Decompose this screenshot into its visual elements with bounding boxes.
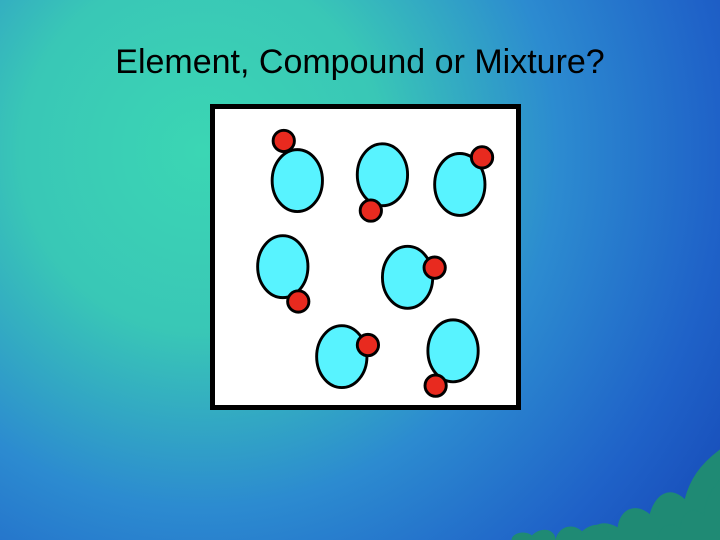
slide-title: Element, Compound or Mixture? — [0, 43, 720, 82]
leaf-shape — [556, 525, 610, 540]
small-atom — [471, 147, 492, 168]
big-atom — [357, 144, 407, 206]
leaf-shape — [512, 530, 555, 540]
big-atom — [258, 236, 308, 298]
big-atom — [382, 246, 432, 308]
leaf-decor — [460, 410, 720, 540]
big-atom — [272, 150, 322, 212]
molecule-diagram — [210, 104, 521, 410]
small-atom — [288, 291, 309, 312]
small-atom — [424, 257, 445, 278]
big-atom — [317, 326, 367, 388]
small-atom — [273, 130, 294, 151]
molecule-svg — [215, 109, 516, 405]
small-atom — [425, 375, 446, 396]
slide: Element, Compound or Mixture? — [0, 0, 720, 540]
small-atom — [357, 334, 378, 355]
big-atom — [428, 320, 478, 382]
small-atom — [360, 200, 381, 221]
